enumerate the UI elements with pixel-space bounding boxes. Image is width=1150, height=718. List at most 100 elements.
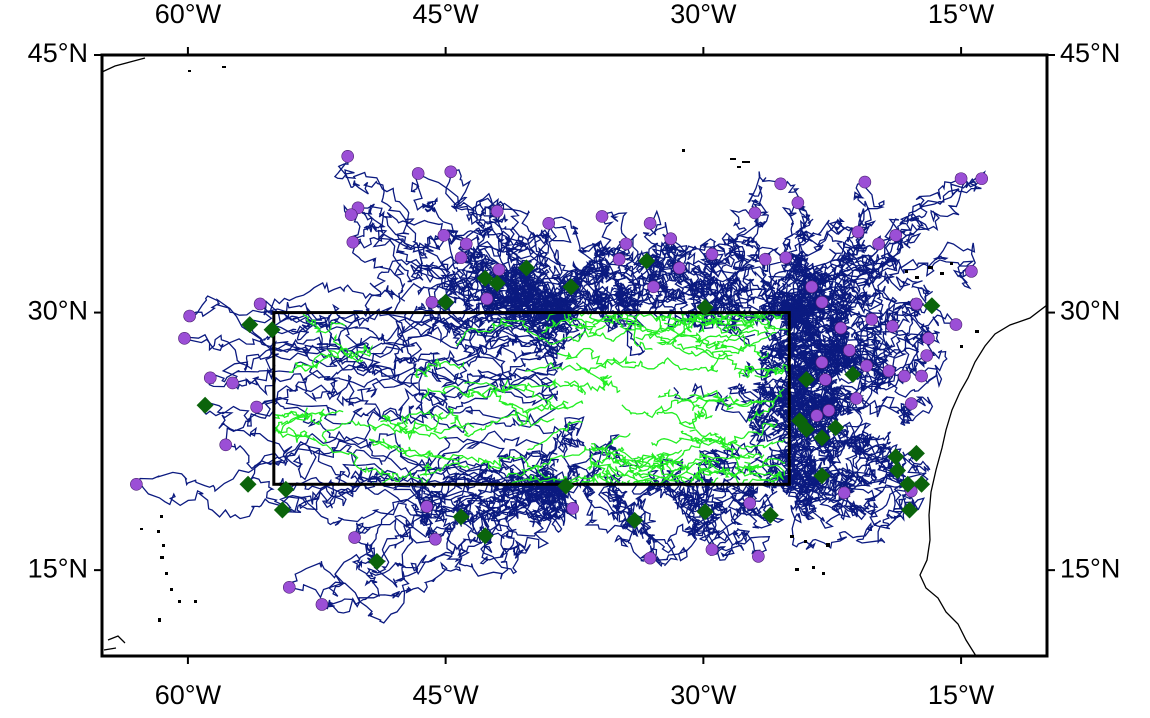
x-tick-label: 30°W [670, 0, 737, 29]
trajectory-inside [635, 312, 754, 342]
trajectory-inside [575, 357, 719, 374]
trajectory-inside [129, 415, 253, 430]
y-tick-label: 45°N [28, 38, 88, 68]
trajectory [788, 270, 934, 331]
tracks [132, 155, 987, 624]
circle-marker [643, 551, 657, 565]
trajectory-inside [678, 410, 706, 429]
circle-marker [910, 297, 923, 311]
y-tick-label: 30°N [1060, 296, 1120, 326]
diamond-marker [638, 252, 656, 270]
circle-marker [459, 237, 473, 251]
axes: 60°W 60°W 45°W 45°W 30°W 30°W 15°W 15°W 15°N 15°N… [28, 0, 1121, 710]
trajectory-inside [419, 462, 470, 477]
circle-marker [965, 265, 978, 278]
trajectory [271, 281, 558, 341]
diamond-marker [913, 475, 931, 493]
diamond-marker [562, 278, 580, 296]
circle-marker [865, 313, 879, 326]
circle-marker [183, 309, 196, 323]
trajectory-inside [677, 331, 777, 358]
trajectory-inside [273, 411, 309, 420]
circle-marker [805, 280, 818, 294]
diamond-marker [452, 508, 470, 526]
trajectory [782, 477, 910, 550]
circle-marker [203, 371, 217, 385]
trajectory [710, 258, 778, 330]
circle-marker [851, 225, 865, 239]
circle-marker [748, 206, 762, 220]
diamond-marker [889, 462, 907, 480]
circle-marker [743, 496, 757, 510]
trajectory-inside [556, 347, 637, 367]
trajectory-inside [744, 461, 786, 476]
diamond-marker [696, 503, 714, 521]
region-box [272, 311, 791, 486]
circle-marker [673, 261, 686, 275]
trajectory-inside [508, 474, 600, 485]
trajectory [556, 415, 586, 487]
circle-marker [437, 229, 451, 242]
circle-marker [178, 332, 191, 345]
trajectory [668, 428, 808, 499]
x-tick-label: 45°W [412, 0, 479, 29]
trajectory-inside [300, 312, 346, 334]
circle-marker [346, 235, 360, 249]
diamond-marker [901, 501, 919, 519]
circle-marker [341, 150, 355, 163]
diamond-marker [557, 477, 575, 495]
circle-marker [898, 369, 911, 383]
trajectory-inside [689, 429, 738, 451]
trajectory-inside [332, 333, 373, 359]
trajectory-inside [633, 452, 755, 472]
circle-marker [886, 320, 899, 333]
circle-marker [791, 196, 805, 209]
trajectory-inside [571, 312, 717, 342]
trajectory [712, 246, 779, 314]
circle-marker [949, 318, 963, 331]
circle-marker [492, 263, 506, 276]
diamond-marker [813, 429, 831, 447]
circle-marker [480, 292, 494, 306]
circle-marker [612, 253, 626, 266]
diamond-marker [517, 259, 535, 277]
circle-marker [915, 369, 928, 383]
trajectory [367, 455, 563, 565]
circle-marker [774, 177, 787, 191]
diamond-marker [899, 475, 917, 493]
circle-marker [819, 373, 832, 386]
diamond-marker [797, 420, 815, 438]
trajectory-inside [586, 460, 626, 477]
trajectory [741, 171, 800, 314]
circle-marker [282, 581, 296, 594]
trajectory [646, 458, 761, 558]
trajectory [422, 483, 561, 575]
trajectory [764, 328, 905, 391]
circle-marker [566, 502, 580, 515]
trajectory [247, 441, 558, 513]
trajectory-inside [294, 343, 369, 372]
caribbean-coast [103, 635, 126, 651]
diamond-marker [196, 396, 214, 414]
x-tick-label: 15°W [928, 680, 995, 710]
trajectory [698, 396, 836, 468]
trajectory-inside [658, 318, 776, 344]
trajectory-inside [656, 312, 712, 346]
trajectory-inside [273, 426, 311, 439]
trajectory-inside [464, 377, 587, 396]
circle-marker [411, 167, 425, 180]
diamond-marker [263, 321, 281, 339]
trajectory [351, 238, 558, 337]
trajectory-inside [421, 379, 509, 400]
north-america-coast [102, 57, 146, 73]
circle-marker [860, 359, 873, 373]
trajectory-inside [754, 368, 781, 378]
trajectory [548, 248, 666, 336]
trajectory [637, 243, 708, 314]
trajectory-inside [747, 388, 785, 422]
trajectory-inside [289, 347, 364, 373]
trajectory-inside [411, 419, 475, 435]
trajectory [631, 469, 714, 515]
trajectory [249, 301, 558, 388]
